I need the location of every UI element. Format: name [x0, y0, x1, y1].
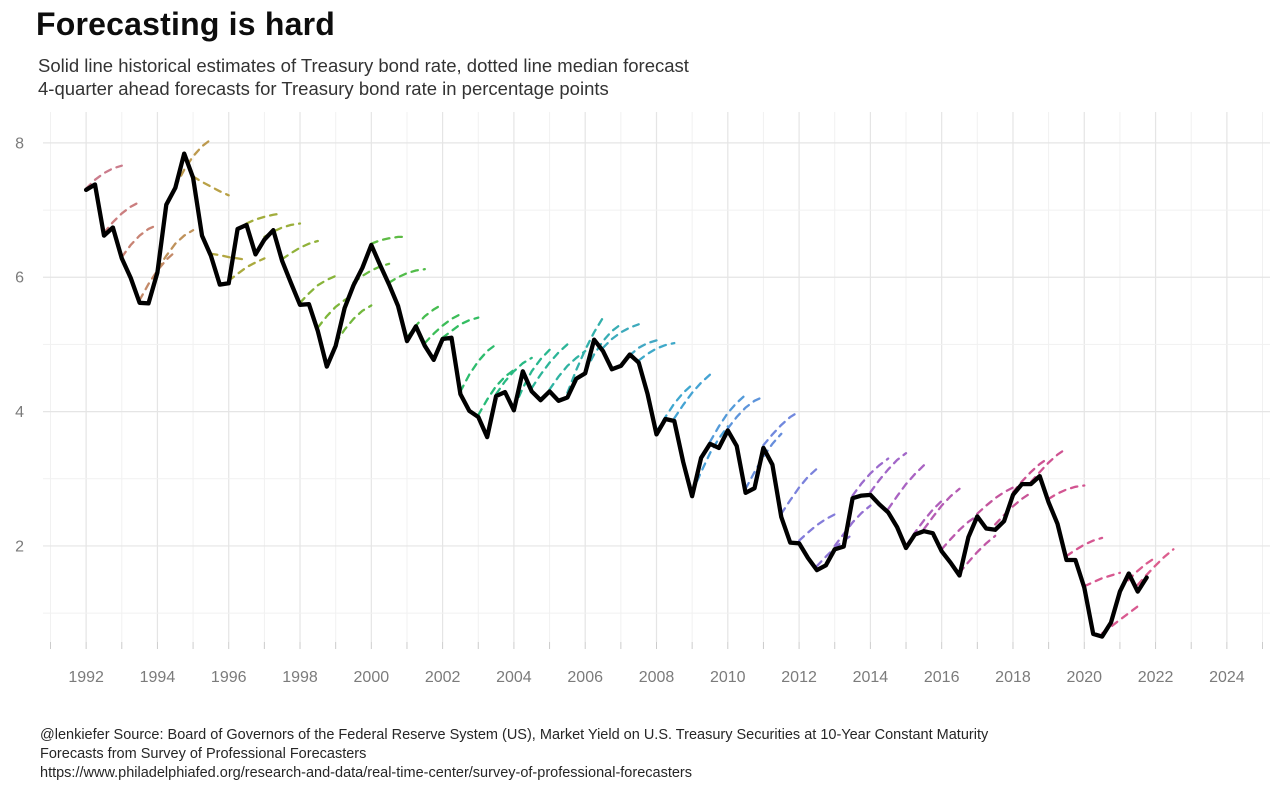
forecast-segment	[584, 323, 623, 373]
forecast-segment	[1136, 548, 1175, 587]
forecast-segment	[726, 395, 765, 430]
forecast-segment	[191, 175, 230, 197]
forecast-segment	[512, 348, 551, 410]
caption-line-3: https://www.philadelphiafed.org/research…	[40, 765, 692, 781]
forecast-segment	[227, 257, 266, 282]
y-axis-tick-label: 6	[15, 270, 24, 287]
forecast-segment	[673, 373, 712, 420]
forecast-segment	[619, 339, 658, 366]
forecast-segment	[601, 323, 640, 349]
page-title: Forecasting is hard	[36, 6, 335, 42]
forecast-segment	[887, 464, 926, 511]
forecast-segment	[120, 223, 159, 259]
forecast-segment	[370, 235, 409, 245]
y-axis-tick-label: 8	[15, 135, 24, 152]
forecast-segment	[298, 274, 337, 304]
x-axis-tick-label: 2024	[1209, 669, 1245, 686]
forecast-segment	[156, 229, 195, 271]
x-axis-tick-label: 2004	[496, 669, 532, 686]
forecast-segment	[174, 138, 213, 188]
forecast-segment	[441, 316, 480, 339]
subtitle-line-2: 4-quarter ahead forecasts for Treasury b…	[38, 78, 609, 99]
forecast-segment	[922, 487, 961, 531]
forecast-segment	[940, 514, 979, 551]
forecast-segment	[1011, 456, 1050, 494]
forecast-segment	[84, 164, 123, 190]
x-axis-tick-label: 2018	[995, 669, 1031, 686]
x-axis-tick-label: 2014	[853, 669, 889, 686]
chart-subtitle: Solid line historical estimates of Treas…	[38, 54, 689, 100]
forecast-segment	[851, 457, 890, 497]
x-axis-tick-label: 2006	[567, 669, 603, 686]
historical-line	[83, 151, 1149, 639]
y-axis-tick-label: 2	[15, 538, 24, 555]
chart-source-caption: @lenkiefer Source: Board of Governors of…	[40, 726, 988, 783]
forecast-segment	[708, 393, 747, 443]
forecast-segment	[762, 410, 801, 447]
forecast-segment	[245, 212, 284, 225]
forecast-segment	[976, 486, 1015, 515]
x-axis-tick-label: 2022	[1138, 669, 1174, 686]
forecast-segment	[566, 316, 605, 394]
forecast-segment	[281, 239, 319, 261]
forecast-segment	[138, 250, 177, 302]
forecast-segment	[1029, 447, 1068, 484]
forecast-segment	[797, 513, 836, 542]
caption-line-1: @lenkiefer Source: Board of Governors of…	[40, 727, 989, 743]
x-axis-tick-label: 2008	[639, 669, 675, 686]
forecast-segment	[102, 200, 141, 235]
forecast-segment	[423, 313, 462, 345]
x-axis-tick-label: 2010	[710, 669, 746, 686]
forecast-segment	[548, 349, 587, 391]
subtitle-line-1: Solid line historical estimates of Treas…	[38, 55, 689, 76]
caption-line-2: Forecasts from Survey of Professional Fo…	[40, 746, 367, 762]
forecast-segment	[1118, 556, 1157, 591]
forecast-segment	[405, 302, 444, 339]
x-axis-tick-label: 2012	[781, 669, 817, 686]
forecast-segment	[209, 252, 248, 261]
forecast-segment	[780, 467, 819, 515]
forecast-segment	[530, 343, 569, 390]
forecast-segment	[387, 268, 426, 284]
forecast-segment	[477, 368, 516, 417]
x-axis-tick-label: 2016	[924, 669, 960, 686]
x-axis-tick-label: 1998	[282, 669, 318, 686]
x-axis-tick-label: 2020	[1066, 669, 1102, 686]
x-axis-tick-label: 2000	[354, 669, 390, 686]
forecast-segment	[494, 356, 533, 396]
forecast-segment	[869, 452, 908, 494]
forecast-segment	[994, 491, 1032, 526]
x-axis-tick-label: 2002	[425, 669, 461, 686]
forecast-segment	[459, 343, 498, 393]
forecast-segment	[1083, 571, 1122, 588]
forecast-segment	[833, 504, 872, 548]
x-axis-tick-label: 1992	[68, 669, 104, 686]
y-axis-tick-label: 4	[15, 404, 24, 421]
forecast-segment	[334, 304, 373, 345]
forecast-segment	[958, 534, 997, 574]
x-axis-tick-label: 1994	[140, 669, 176, 686]
x-axis-tick-label: 1996	[211, 669, 247, 686]
forecast-segment	[1047, 484, 1086, 501]
forecast-segment	[1065, 536, 1104, 558]
forecast-segment	[904, 499, 943, 548]
forecast-segment	[637, 341, 676, 362]
